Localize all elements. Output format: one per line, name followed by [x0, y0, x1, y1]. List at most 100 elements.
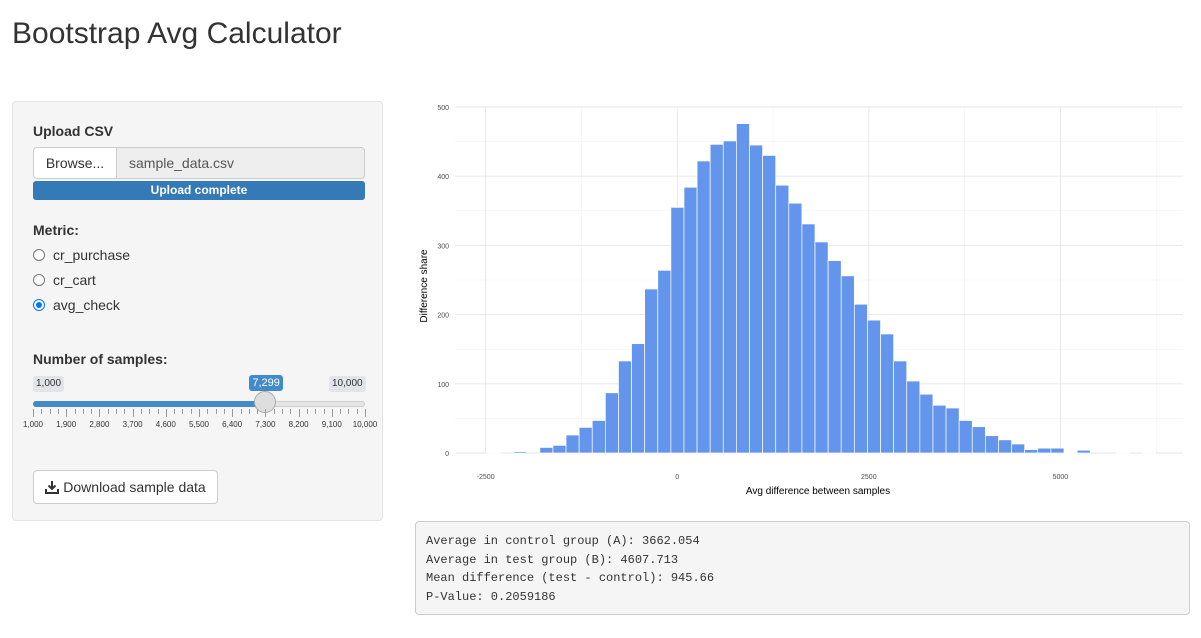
sidebar-panel: Upload CSV Browse... sample_data.csv Upl…	[12, 101, 383, 521]
slider-minor-tick	[257, 409, 259, 414]
radio-button-checked[interactable]	[33, 299, 45, 311]
file-input-group: Browse... sample_data.csv	[33, 147, 365, 179]
histogram-bar	[801, 223, 816, 454]
histogram-bar	[709, 144, 724, 454]
histogram-bar	[1142, 451, 1157, 454]
histogram-bar	[605, 392, 619, 454]
histogram-bar	[814, 241, 829, 454]
upload-label: Upload CSV	[33, 123, 114, 139]
slider-minor-tick	[223, 409, 225, 414]
histogram-bar	[696, 160, 711, 454]
slider-tick-label: 1,900	[56, 420, 77, 429]
y-tick-label: 300	[437, 243, 449, 250]
result-line: Average in control group (A): 3662.054	[426, 534, 700, 548]
histogram-bar	[853, 303, 868, 454]
slider-tick-label: 8,200	[288, 420, 309, 429]
histogram-bar	[683, 186, 698, 454]
y-axis-label: Difference share	[419, 249, 430, 323]
y-tick-label: 400	[437, 174, 449, 181]
histogram-bar	[1024, 449, 1039, 454]
slider-major-tick	[232, 409, 234, 417]
slider-major-tick	[331, 409, 333, 417]
slider-major-tick	[99, 409, 101, 417]
result-line: Mean difference (test - control): 945.66	[426, 571, 715, 585]
histogram-bar	[539, 447, 554, 454]
slider-tick-label: 7,300	[255, 420, 276, 429]
slider-minor-tick	[290, 409, 292, 414]
slider-major-tick	[199, 409, 200, 417]
samples-label: Number of samples:	[33, 351, 168, 367]
slider-minor-tick	[49, 409, 51, 414]
histogram-bar	[591, 420, 606, 454]
slider-minor-tick	[356, 409, 358, 414]
x-tick-label: 5000	[1053, 474, 1069, 481]
slider-minor-tick	[174, 409, 176, 414]
histogram-bar	[971, 426, 986, 454]
slider-minor-tick	[41, 409, 43, 414]
slider-max-label: 10,000	[329, 376, 366, 392]
slider-major-tick	[165, 409, 167, 417]
histogram-bar	[932, 404, 947, 454]
slider-minor-tick	[107, 409, 109, 414]
histogram-bar	[565, 434, 580, 454]
slider-major-tick	[33, 409, 34, 417]
slider-minor-tick	[149, 409, 151, 414]
download-icon	[45, 481, 60, 494]
slider-minor-tick	[348, 409, 350, 414]
radio-option-cr-cart[interactable]: cr_cart	[33, 270, 96, 290]
slider-minor-tick	[207, 409, 209, 414]
slider-minor-tick	[116, 409, 117, 414]
slider-min-label: 1,000	[33, 376, 65, 392]
slider-handle[interactable]	[254, 391, 277, 413]
histogram-bar	[906, 380, 921, 454]
histogram-bar	[958, 420, 973, 454]
slider-minor-tick	[157, 409, 159, 414]
histogram-bar	[736, 123, 750, 454]
histogram-bar	[552, 445, 567, 454]
slider-minor-tick	[124, 409, 126, 414]
slider-minor-tick	[190, 409, 192, 414]
histogram-bar	[998, 439, 1012, 454]
slider-tick-label: 5,500	[188, 420, 210, 429]
upload-progress-bar: Upload complete	[33, 181, 365, 200]
slider-minor-tick	[91, 409, 93, 414]
radio-option-cr-purchase[interactable]: cr_purchase	[33, 245, 130, 265]
browse-button[interactable]: Browse...	[33, 147, 117, 179]
slider-value-label: 7,299	[249, 375, 283, 391]
radio-button[interactable]	[33, 249, 45, 261]
histogram-bar	[919, 393, 934, 454]
histogram-bar	[670, 206, 685, 454]
file-name-field[interactable]: sample_data.csv	[117, 147, 365, 179]
histogram-bar	[945, 407, 960, 454]
histogram-bar	[840, 275, 855, 454]
slider-minor-tick	[57, 409, 59, 414]
histogram-bar	[487, 451, 501, 454]
histogram-bar	[657, 269, 672, 454]
histogram-bar	[827, 260, 842, 454]
slider-tick-label: 9,100	[321, 420, 342, 429]
histogram-bar	[749, 144, 763, 454]
download-sample-button[interactable]: Download sample data	[33, 470, 218, 504]
slider-minor-tick	[140, 409, 142, 414]
slider-tick-label: 3,700	[122, 420, 143, 429]
histogram-bar	[1116, 451, 1130, 454]
radio-button[interactable]	[33, 274, 45, 286]
histogram-bar	[762, 155, 777, 454]
y-tick-label: 500	[437, 105, 449, 112]
radio-label: avg_check	[53, 297, 120, 313]
slider-fill	[33, 401, 266, 407]
histogram-bar	[893, 360, 908, 454]
slider-major-tick	[365, 409, 366, 417]
metric-label: Metric:	[33, 222, 79, 238]
x-tick-label: 2500	[861, 474, 877, 481]
x-tick-label: 0	[675, 474, 679, 481]
histogram-bar	[722, 140, 737, 454]
results-output: Average in control group (A): 3662.054 A…	[415, 521, 1190, 615]
histogram-bar	[867, 319, 881, 454]
radio-option-avg-check[interactable]: avg_check	[33, 295, 120, 315]
histogram-bar	[985, 435, 999, 454]
histogram-bar	[880, 333, 894, 454]
download-label: Download sample data	[63, 479, 206, 495]
histogram-bar	[1050, 447, 1065, 454]
slider-major-tick	[265, 409, 267, 417]
